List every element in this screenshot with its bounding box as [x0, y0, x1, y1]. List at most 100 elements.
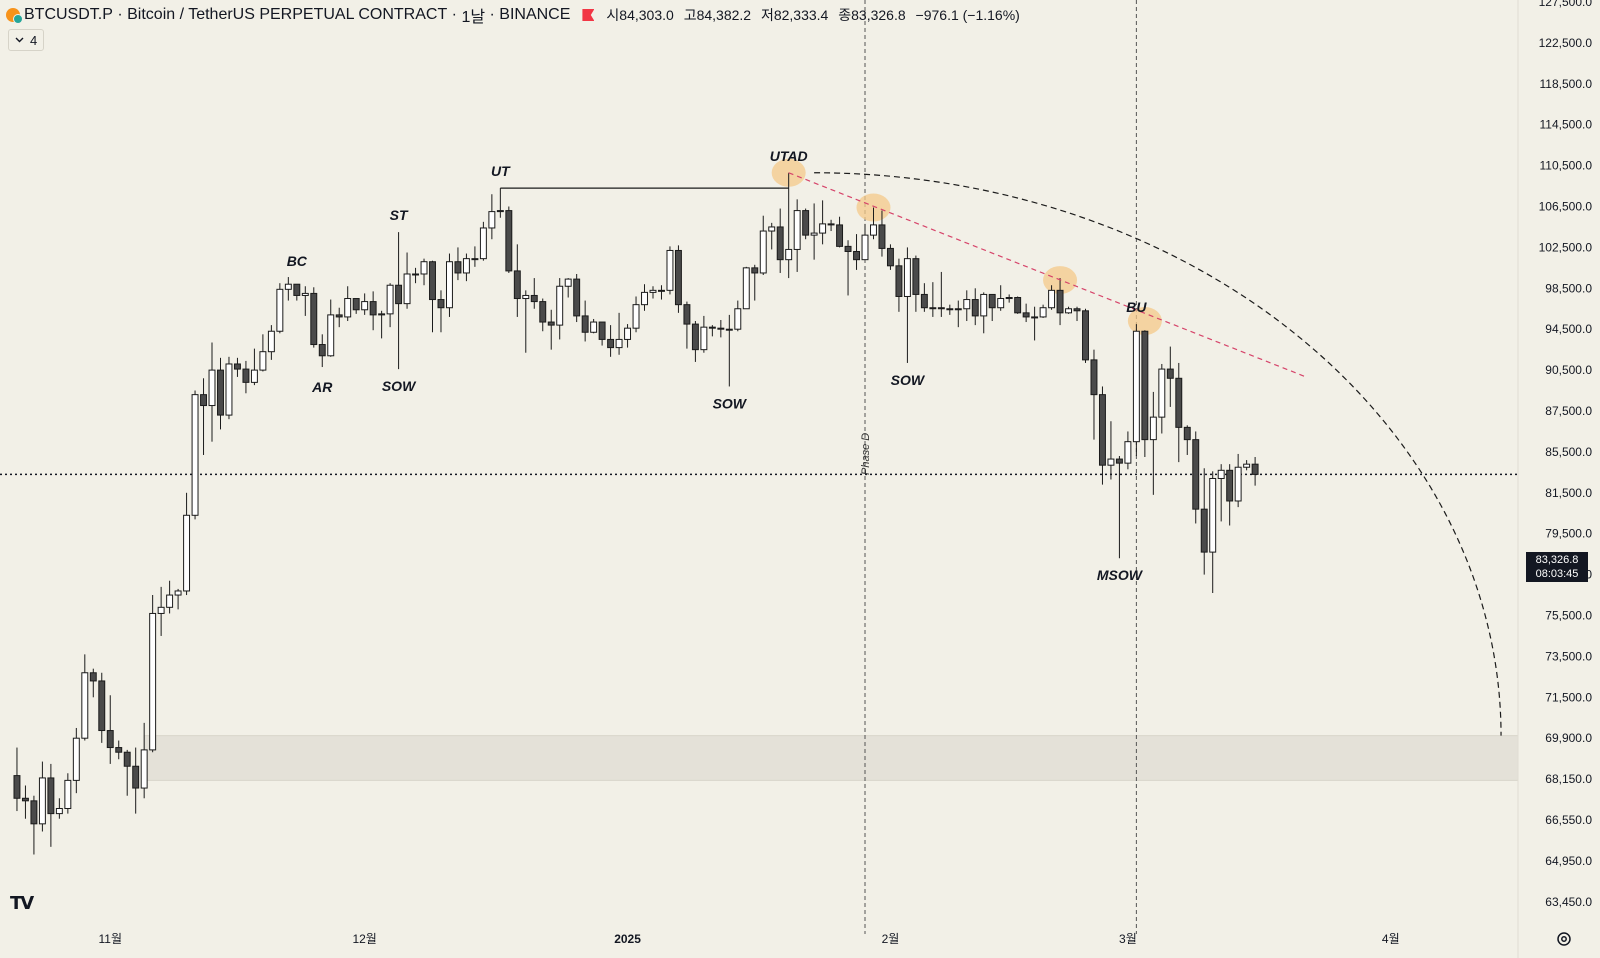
- candle[interactable]: [751, 267, 759, 274]
- candle[interactable]: [700, 326, 708, 351]
- candle[interactable]: [106, 730, 114, 749]
- candle[interactable]: [1048, 289, 1056, 309]
- candle[interactable]: [725, 328, 733, 331]
- tradingview-logo-icon[interactable]: TV: [10, 893, 34, 914]
- candle[interactable]: [615, 338, 623, 349]
- candle[interactable]: [233, 363, 241, 370]
- candle[interactable]: [327, 314, 335, 357]
- candle[interactable]: [1098, 394, 1106, 466]
- candle[interactable]: [539, 301, 547, 323]
- candle[interactable]: [853, 250, 860, 261]
- dashed-arc[interactable]: [814, 172, 1502, 736]
- candle[interactable]: [581, 315, 589, 333]
- candle[interactable]: [1183, 426, 1191, 441]
- candle[interactable]: [836, 224, 844, 247]
- candle[interactable]: [1226, 469, 1234, 502]
- candle[interactable]: [929, 307, 937, 310]
- candle[interactable]: [691, 323, 699, 351]
- candle[interactable]: [1149, 416, 1157, 441]
- candle[interactable]: [717, 327, 725, 330]
- candle[interactable]: [1200, 508, 1208, 553]
- candle[interactable]: [768, 226, 776, 232]
- candle[interactable]: [276, 288, 284, 332]
- candle[interactable]: [13, 775, 21, 799]
- candle[interactable]: [886, 247, 894, 267]
- candle[interactable]: [496, 210, 504, 213]
- candle[interactable]: [403, 273, 411, 305]
- candle[interactable]: [810, 232, 818, 236]
- candle[interactable]: [183, 514, 191, 592]
- candle[interactable]: [454, 261, 462, 274]
- candle[interactable]: [870, 224, 877, 236]
- candle[interactable]: [1124, 441, 1132, 464]
- candle[interactable]: [420, 261, 428, 275]
- candle[interactable]: [140, 749, 148, 789]
- candle[interactable]: [21, 797, 29, 802]
- candle[interactable]: [632, 304, 640, 329]
- candle[interactable]: [1243, 463, 1251, 468]
- candle[interactable]: [1132, 330, 1140, 443]
- candle[interactable]: [479, 227, 487, 260]
- candle[interactable]: [1115, 458, 1123, 464]
- candle[interactable]: [1107, 458, 1115, 466]
- candle[interactable]: [429, 261, 436, 301]
- candle[interactable]: [903, 258, 911, 297]
- candle[interactable]: [1082, 310, 1089, 361]
- candle[interactable]: [1217, 469, 1225, 479]
- candle[interactable]: [734, 308, 742, 330]
- candle[interactable]: [250, 369, 258, 383]
- candle[interactable]: [607, 338, 615, 349]
- candle[interactable]: [785, 248, 793, 261]
- candle[interactable]: [412, 273, 420, 276]
- candle[interactable]: [301, 292, 309, 296]
- candle[interactable]: [683, 304, 691, 325]
- candle[interactable]: [361, 301, 369, 311]
- candle[interactable]: [1005, 297, 1013, 300]
- candle[interactable]: [267, 330, 275, 353]
- candle[interactable]: [530, 294, 538, 303]
- candle[interactable]: [564, 278, 572, 287]
- candle[interactable]: [971, 299, 979, 317]
- candle[interactable]: [980, 293, 988, 317]
- candle[interactable]: [47, 777, 55, 815]
- candle[interactable]: [64, 779, 72, 809]
- support-zone[interactable]: [143, 735, 1519, 781]
- candle[interactable]: [742, 267, 750, 310]
- symbol-name[interactable]: BTCUSDT.P: [24, 6, 113, 23]
- candle[interactable]: [505, 210, 513, 272]
- candle[interactable]: [123, 751, 131, 767]
- candle[interactable]: [1022, 312, 1030, 318]
- candle[interactable]: [861, 234, 869, 261]
- candle[interactable]: [1251, 463, 1259, 475]
- trendline[interactable]: [788, 172, 1307, 378]
- candle[interactable]: [217, 369, 224, 416]
- candle[interactable]: [149, 612, 157, 751]
- candle[interactable]: [649, 289, 657, 293]
- candle[interactable]: [310, 292, 318, 346]
- candle[interactable]: [437, 299, 445, 309]
- candle[interactable]: [471, 258, 479, 261]
- candle[interactable]: [293, 283, 301, 296]
- candle[interactable]: [132, 765, 140, 789]
- candle[interactable]: [513, 270, 521, 300]
- candle[interactable]: [352, 298, 360, 311]
- candle[interactable]: [225, 363, 233, 416]
- candle[interactable]: [895, 265, 903, 297]
- candle[interactable]: [802, 210, 810, 236]
- candle[interactable]: [157, 606, 165, 614]
- candle[interactable]: [624, 327, 632, 340]
- candle[interactable]: [1158, 368, 1166, 418]
- candle[interactable]: [1014, 297, 1022, 314]
- candle[interactable]: [318, 344, 326, 357]
- candle[interactable]: [1234, 466, 1242, 502]
- candle[interactable]: [547, 321, 555, 326]
- indicator-toggle[interactable]: 4: [8, 29, 45, 51]
- candle[interactable]: [522, 294, 530, 300]
- candle[interactable]: [1073, 308, 1081, 312]
- candle[interactable]: [1056, 289, 1064, 314]
- candle[interactable]: [1166, 368, 1174, 379]
- candle[interactable]: [776, 226, 784, 261]
- candle[interactable]: [191, 394, 199, 516]
